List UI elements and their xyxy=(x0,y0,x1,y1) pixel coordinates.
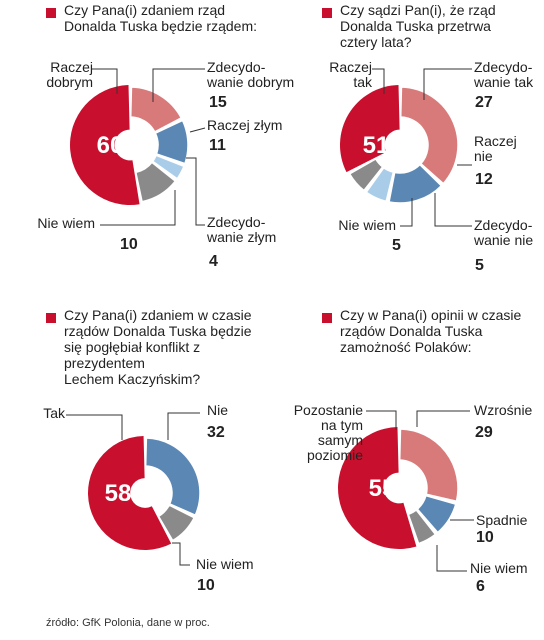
donut-slice-main-overlay xyxy=(338,427,417,549)
slice-value-nie-wiem: 6 xyxy=(476,578,485,595)
leader-line xyxy=(434,193,472,227)
leader-line xyxy=(172,542,190,566)
slice-label-zdecydo-wanie-dobrym: Zdecydo-wanie dobrym xyxy=(206,59,294,90)
leader-line xyxy=(167,412,200,440)
slice-value-zdecydo-wanie-tak: 27 xyxy=(475,94,493,111)
slice-label-spadnie: Spadnie xyxy=(476,512,528,528)
slice-value-zdecydo-wanie-z-ym: 4 xyxy=(209,253,218,270)
slice-label-nie-wiem: Nie wiem xyxy=(37,215,95,231)
slice-label-zdecydo-wanie-nie: Zdecydo-wanie nie xyxy=(473,217,533,248)
leader-line xyxy=(372,68,385,94)
slice-label-raczej-z-ym: Raczej złym xyxy=(207,117,282,133)
donut-slice-main-overlay xyxy=(70,85,140,205)
slice-value-nie-wiem: 10 xyxy=(120,236,138,253)
question-marker xyxy=(46,313,56,323)
big-value-label: 60 xyxy=(97,132,124,159)
question-text: Czy Pana(i) zdaniem w czasie rządów Dona… xyxy=(64,307,252,387)
question-marker xyxy=(46,8,56,18)
donut-slice-main-overlay xyxy=(340,85,400,173)
slice-value-raczej-nie: 12 xyxy=(475,171,493,188)
leader-line xyxy=(100,190,176,226)
chart-panel-wealth: Czy w Pana(i) opinii w czasie rządów Don… xyxy=(272,305,544,605)
big-value-label: 55 xyxy=(369,475,396,502)
leader-line xyxy=(366,410,397,430)
question-text: Czy sądzi Pan(i), że rząd Donalda Tuska … xyxy=(340,2,496,50)
leader-line xyxy=(92,68,118,94)
slice-label-nie-wiem: Nie wiem xyxy=(196,556,254,572)
big-value-label: 58 xyxy=(105,480,132,507)
donut-chart-government-rating: 60 Raczej dobrym Zdecydo-wanie dobrym 15 Racz… xyxy=(37,59,294,270)
leader-line xyxy=(152,68,205,102)
slice-label-nie: Nie xyxy=(207,402,228,418)
slice-label-raczej-nie: Raczej nie xyxy=(474,133,517,164)
big-value-label: 51 xyxy=(363,132,390,159)
leader-line xyxy=(436,545,467,572)
question-marker xyxy=(322,8,332,18)
donut-chart-president-conflict: 58 Tak Nie 32 Nie wiem 10 xyxy=(43,402,254,594)
leader-line xyxy=(400,198,413,227)
question-text: Czy Pana(i) zdaniem rząd Donalda Tuska b… xyxy=(64,2,257,34)
slice-value-wzro-nie: 29 xyxy=(475,424,493,441)
chart-panel-government-rating: Czy Pana(i) zdaniem rząd Donalda Tuska b… xyxy=(0,0,294,300)
slice-value-zdecydo-wanie-dobrym: 15 xyxy=(209,94,227,111)
slice-label-raczej-dobrym: Raczej dobrym xyxy=(46,59,93,90)
slice-label-wzro-nie: Wzrośnie xyxy=(474,402,533,418)
donut-chart-government-survival: 51 Raczej tak Zdecydo-wanie tak 27 Raczej nie 1… xyxy=(329,59,534,274)
slice-label-nie-wiem: Nie wiem xyxy=(470,560,528,576)
chart-panel-president-conflict: Czy Pana(i) zdaniem w czasie rządów Dona… xyxy=(0,305,272,605)
chart-panel-government-survival: Czy sądzi Pan(i), że rząd Donalda Tuska … xyxy=(272,0,544,300)
slice-label-zdecydo-wanie-z-ym: Zdecydo-wanie złym xyxy=(206,214,276,245)
donut-slice-main-overlay xyxy=(88,436,172,550)
slice-value-spadnie: 10 xyxy=(476,529,494,546)
slice-value-zdecydo-wanie-nie: 5 xyxy=(475,257,484,274)
slice-label-nie-wiem: Nie wiem xyxy=(338,217,396,233)
slice-value-nie-wiem: 5 xyxy=(392,237,401,254)
leader-line xyxy=(423,68,472,100)
slice-label-raczej-tak: Raczej tak xyxy=(329,59,373,90)
leader-line xyxy=(189,127,206,133)
leader-line xyxy=(416,410,470,427)
leader-line xyxy=(66,414,123,440)
slice-value-nie-wiem: 10 xyxy=(197,577,215,594)
leader-line xyxy=(186,157,205,226)
slice-value-raczej-z-ym: 11 xyxy=(209,137,226,154)
slice-label-tak: Tak xyxy=(43,405,66,421)
question-text: Czy w Pana(i) opinii w czasie rządów Don… xyxy=(340,307,522,355)
slice-label-pozostanie-na-tym-samym-poziomie: Pozostanie na tym samym poziomie xyxy=(294,402,363,463)
slice-value-nie: 32 xyxy=(207,424,225,441)
slice-label-zdecydo-wanie-tak: Zdecydo-wanie tak xyxy=(473,59,534,90)
source-note: źródło: GfK Polonia, dane w proc. xyxy=(46,617,210,629)
question-marker xyxy=(322,313,332,323)
